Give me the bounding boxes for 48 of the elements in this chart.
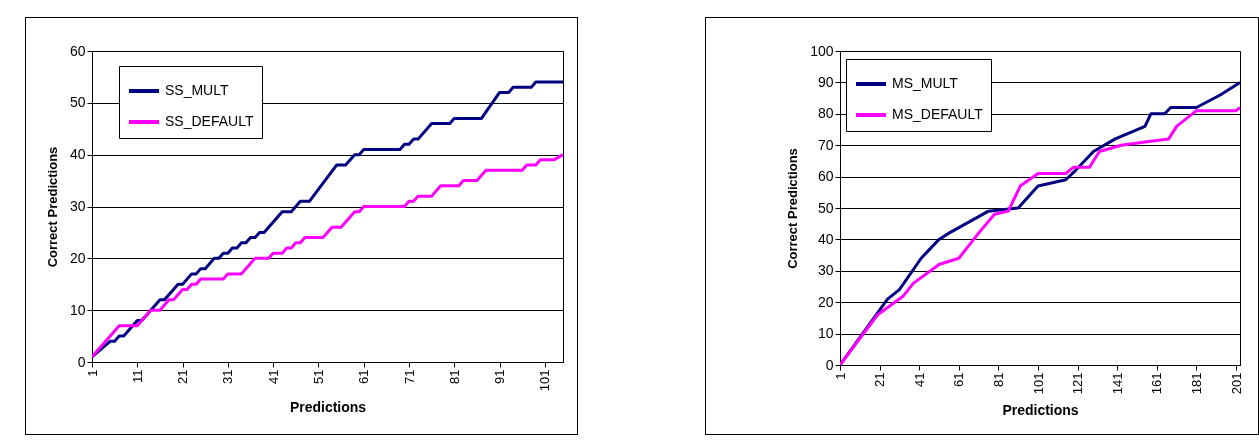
x-tick-label: 21 xyxy=(175,369,191,384)
y-tick-label: 60 xyxy=(69,42,86,59)
x-tick-label: 61 xyxy=(951,372,967,387)
x-tick-label: 61 xyxy=(356,369,372,384)
x-tick-label: 181 xyxy=(1188,372,1204,395)
x-axis-title: Predictions xyxy=(1002,402,1079,419)
x-tick-label: 81 xyxy=(446,369,462,384)
y-tick-label: 30 xyxy=(69,198,86,214)
y-tick-label: 40 xyxy=(817,230,834,247)
y-tick-label: 70 xyxy=(817,136,834,153)
y-tick-label: 10 xyxy=(817,325,834,342)
x-tick-label: 41 xyxy=(265,369,281,384)
y-axis-title: Correct Predictions xyxy=(785,148,801,269)
x-tick-label: 21 xyxy=(872,372,888,387)
x-tick-label: 201 xyxy=(1228,372,1244,395)
x-tick-label: 11 xyxy=(129,369,145,383)
y-tick-label: 90 xyxy=(817,73,834,90)
legend-label: SS_MULT xyxy=(165,82,229,98)
y-tick-label: 60 xyxy=(817,168,834,185)
x-tick-label: 1 xyxy=(84,369,100,377)
x-tick-label: 141 xyxy=(1109,372,1125,395)
x-tick-label: 31 xyxy=(220,369,236,384)
y-tick-label: 100 xyxy=(810,42,834,59)
y-tick-label: 50 xyxy=(817,199,834,216)
y-tick-label: 40 xyxy=(69,146,86,163)
y-tick-label: 50 xyxy=(69,94,86,111)
y-tick-label: 20 xyxy=(817,293,834,310)
y-tick-label: 80 xyxy=(817,105,834,122)
x-tick-label: 101 xyxy=(537,369,553,392)
x-axis-title: Predictions xyxy=(289,399,367,416)
y-tick-label: 0 xyxy=(77,353,86,370)
x-tick-label: 51 xyxy=(310,369,326,384)
legend-label: SS_DEFAULT xyxy=(165,113,254,129)
y-tick-label: 20 xyxy=(69,249,86,266)
legend-label: MS_DEFAULT xyxy=(892,106,984,122)
y-tick-label: 10 xyxy=(69,301,86,318)
y-tick-label: 0 xyxy=(825,356,834,373)
x-tick-label: 1 xyxy=(832,372,848,380)
x-tick-label: 41 xyxy=(911,372,927,387)
y-tick-label: 30 xyxy=(817,262,834,279)
y-axis-title: Correct Predictions xyxy=(44,146,60,268)
x-tick-label: 161 xyxy=(1149,372,1165,395)
x-tick-label: 121 xyxy=(1070,372,1086,395)
x-tick-label: 71 xyxy=(401,369,417,384)
legend-label: MS_MULT xyxy=(892,75,959,91)
x-tick-label: 91 xyxy=(492,369,508,384)
x-tick-label: 81 xyxy=(990,372,1006,387)
x-tick-label: 101 xyxy=(1030,372,1046,395)
